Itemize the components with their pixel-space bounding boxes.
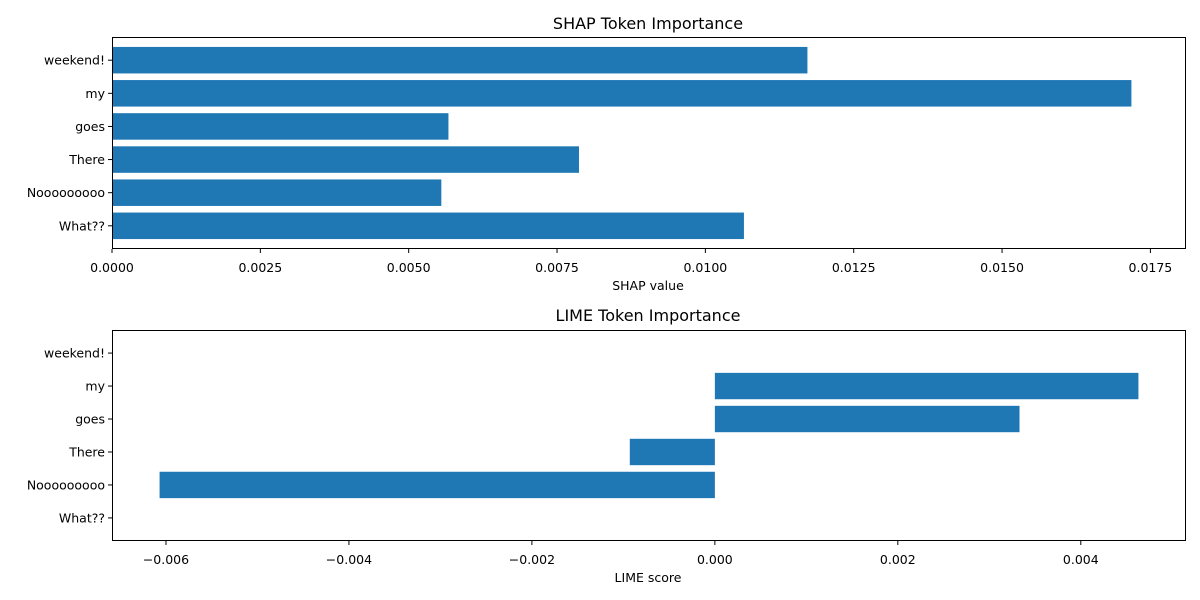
x-tick-label: 0.0000 (90, 260, 134, 275)
axes-frame (112, 37, 1186, 249)
y-tick-label: What?? (59, 510, 105, 525)
axes-frame (112, 330, 1186, 541)
x-tick-label: 0.004 (1063, 552, 1099, 567)
x-tick-label: 0.002 (880, 552, 916, 567)
bar-my (112, 80, 1132, 107)
y-tick-label: Nooooooooo (27, 185, 105, 200)
bar-what (112, 212, 744, 240)
y-tick-label: Nooooooooo (27, 477, 105, 492)
y-tick-label: What?? (59, 218, 105, 233)
y-tick-label: my (85, 86, 105, 101)
bar-weekend (112, 46, 808, 74)
plot-area: What?? Nooooooooo There goes my weekend! −0.00… (27, 330, 1186, 567)
y-tick-label: There (68, 152, 105, 167)
bar-there (112, 146, 579, 173)
bar-goes (112, 113, 449, 140)
x-tick-label: 0.0050 (387, 260, 431, 275)
x-tick-label: 0.0125 (832, 260, 876, 275)
lime-chart: LIME Token Importance What?? Nooooooooo Th… (27, 306, 1186, 585)
x-tick-label: −0.002 (509, 552, 555, 567)
shap-chart: SHAP Token Importance What?? Nooooooooo Th… (27, 14, 1186, 293)
x-tick-label: 0.0075 (535, 260, 579, 275)
x-tick-label: −0.004 (326, 552, 372, 567)
x-tick-label: 0.000 (697, 552, 733, 567)
y-tick-label: weekend! (44, 346, 105, 361)
x-tick-label: 0.0025 (238, 260, 282, 275)
y-tick-label: my (85, 379, 105, 394)
x-tick-label: 0.0100 (683, 260, 727, 275)
chart-title: LIME Token Importance (556, 306, 741, 325)
x-axis-label: LIME score (615, 570, 682, 585)
bar-nooooooooo (112, 179, 442, 206)
y-tick-label: weekend! (44, 53, 105, 68)
bar-nooooooooo (159, 471, 715, 499)
bar-my (714, 372, 1139, 400)
y-tick-label: goes (75, 119, 105, 134)
chart-title: SHAP Token Importance (553, 14, 743, 33)
x-tick-label: 0.0150 (980, 260, 1024, 275)
bar-goes (714, 405, 1020, 433)
bar-there (629, 438, 715, 466)
plot-area: What?? Nooooooooo There goes my weekend! 0.000… (27, 37, 1186, 275)
x-tick-label: −0.006 (143, 552, 189, 567)
x-tick-label: 0.0175 (1129, 260, 1173, 275)
y-tick-label: There (68, 444, 105, 459)
x-axis-label: SHAP value (612, 278, 684, 293)
y-tick-label: goes (75, 412, 105, 427)
